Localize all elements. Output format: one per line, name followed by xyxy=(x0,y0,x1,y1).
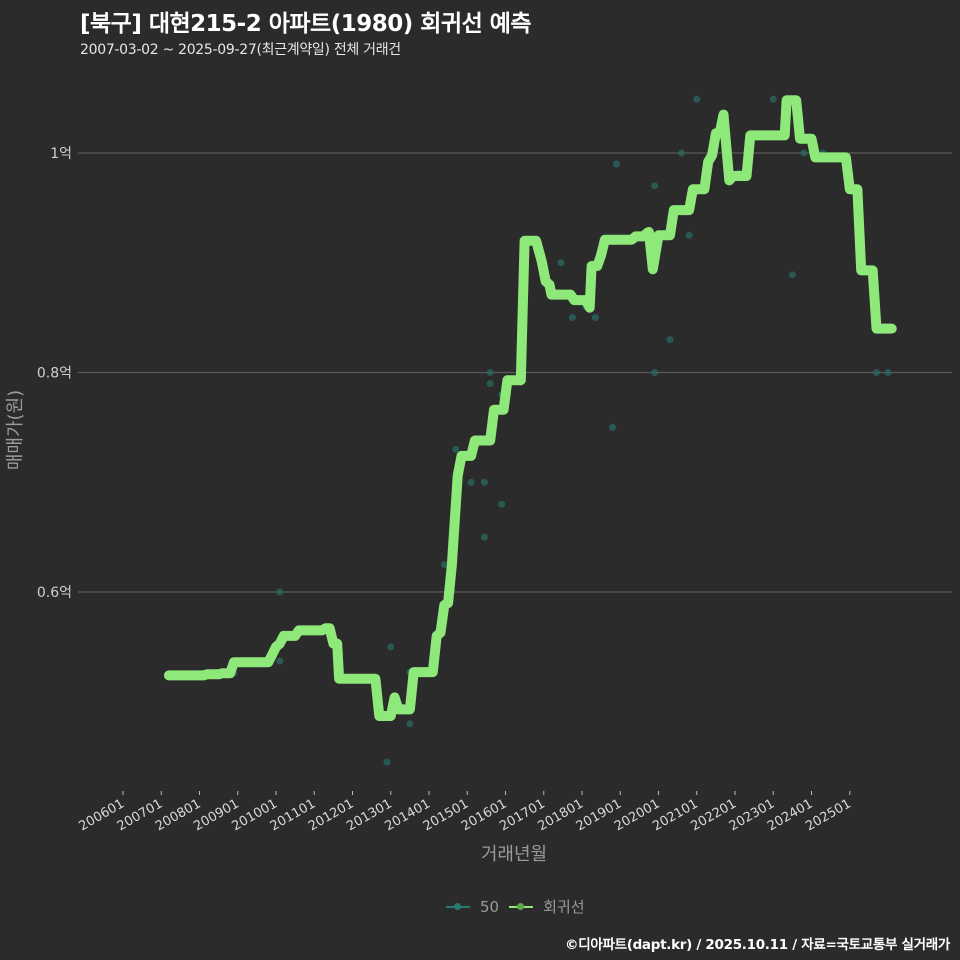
legend-key-50-icon xyxy=(446,901,470,913)
data-point xyxy=(486,379,494,387)
y-tick-label: 0.8억 xyxy=(37,366,72,382)
y-axis-title: 매매가(원) xyxy=(5,390,26,470)
data-point xyxy=(406,720,414,728)
data-point xyxy=(769,95,777,103)
data-point xyxy=(788,271,796,279)
x-axis-ticks: 2006012007012008012009012010012011012012… xyxy=(77,791,854,834)
data-point xyxy=(884,369,892,376)
data-point xyxy=(440,561,448,569)
data-point xyxy=(486,369,494,376)
x-axis-title: 거래년월 xyxy=(481,844,547,865)
data-point xyxy=(609,423,617,431)
chart-subtitle: 2007-03-02 ~ 2025-09-27(최근계약일) 전체 거래건 xyxy=(80,42,401,58)
data-point xyxy=(685,231,693,239)
data-point xyxy=(383,758,391,766)
legend-label-50: 50 xyxy=(480,897,500,916)
data-point xyxy=(452,445,460,453)
chart-title: [북구] 대현215-2 아파트(1980) 회귀선 예측 xyxy=(80,11,532,37)
data-point xyxy=(693,95,701,103)
legend-item-regression: 회귀선 xyxy=(509,896,585,917)
legend-item-50: 50 xyxy=(446,898,499,916)
data-point xyxy=(651,369,659,376)
regression-line xyxy=(163,95,897,721)
data-point xyxy=(557,259,565,267)
data-point xyxy=(387,643,395,651)
data-point xyxy=(568,314,576,322)
source-caption: ©디아파트(dapt.kr) / 2025.10.11 / 자료=국토교통부 실… xyxy=(565,937,950,953)
data-point xyxy=(467,478,475,486)
data-point xyxy=(677,149,685,157)
y-axis-ticks: 0.6억 0.8억 1억 xyxy=(37,146,72,601)
legend: 50 회귀선 xyxy=(446,896,595,917)
y-tick-label: 0.6억 xyxy=(37,585,72,601)
y-tick-label: 1억 xyxy=(50,146,72,162)
data-point xyxy=(651,182,659,190)
grid-lines xyxy=(78,152,952,593)
data-point xyxy=(873,369,881,376)
data-point xyxy=(480,533,488,541)
data-point xyxy=(276,588,284,596)
data-point xyxy=(276,657,284,665)
data-point xyxy=(800,149,808,157)
data-point xyxy=(612,160,620,168)
data-point xyxy=(591,314,599,322)
data-point xyxy=(666,336,674,344)
data-point xyxy=(480,478,488,486)
legend-label-regression: 회귀선 xyxy=(543,898,585,916)
data-point xyxy=(498,500,506,508)
scatter-points-50 xyxy=(230,95,892,766)
legend-key-regression-icon xyxy=(509,901,534,913)
